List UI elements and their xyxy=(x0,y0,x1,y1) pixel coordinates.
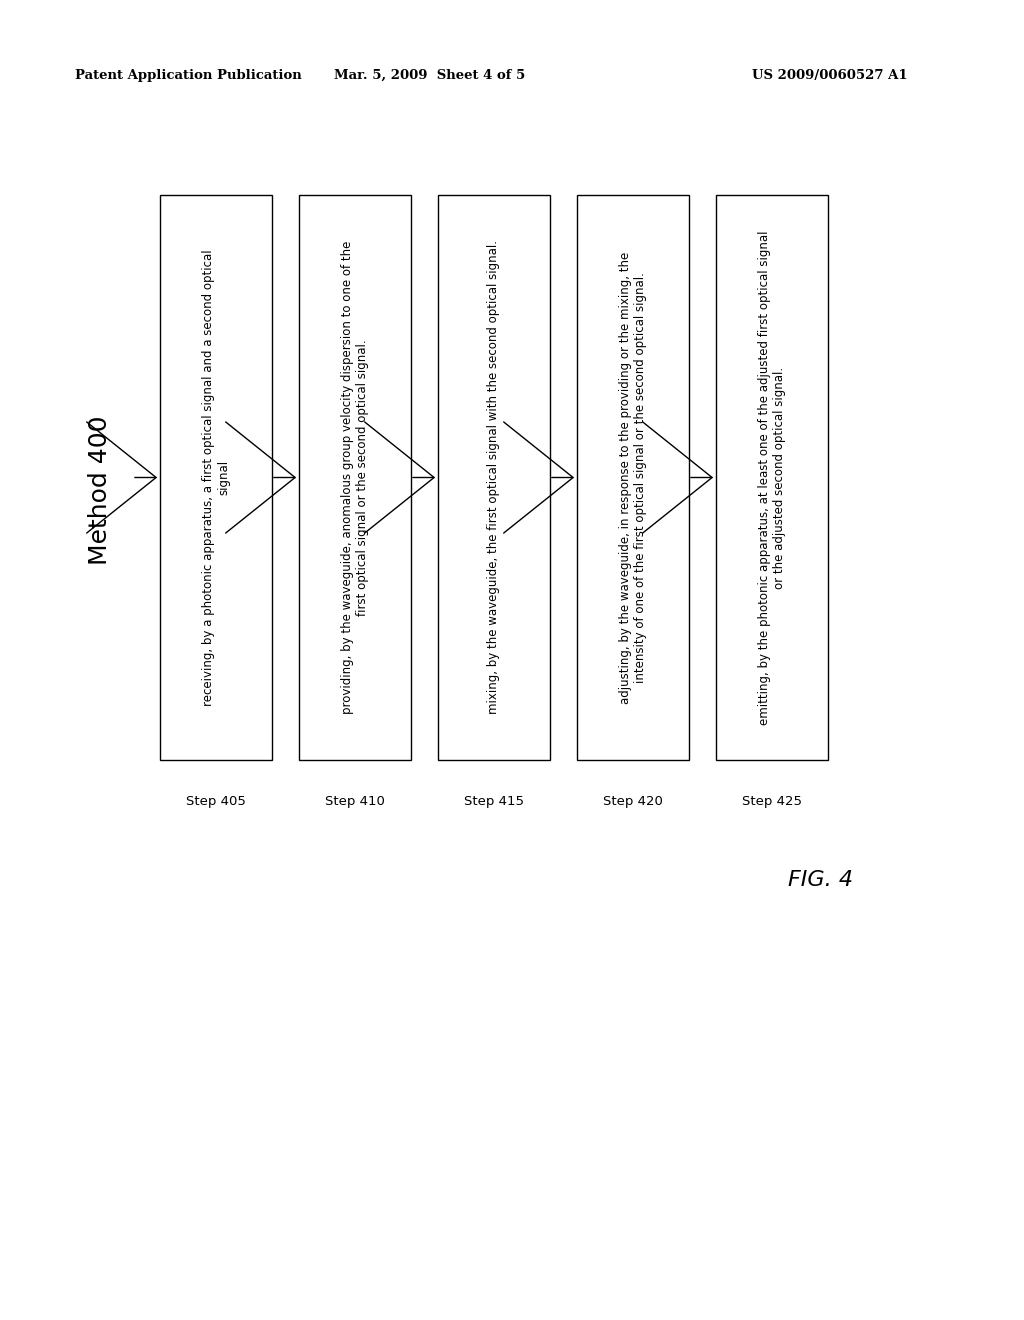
Text: Step 415: Step 415 xyxy=(464,795,524,808)
Text: adjusting, by the waveguide, in response to the providing or the mixing, the
int: adjusting, by the waveguide, in response… xyxy=(618,251,647,704)
Text: providing, by the waveguide, anomalous group velocity dispersion to one of the
f: providing, by the waveguide, anomalous g… xyxy=(341,240,369,714)
Bar xyxy=(160,195,272,760)
Bar xyxy=(716,195,828,760)
Text: FIG. 4: FIG. 4 xyxy=(787,870,853,890)
Text: US 2009/0060527 A1: US 2009/0060527 A1 xyxy=(753,69,908,82)
Text: Mar. 5, 2009  Sheet 4 of 5: Mar. 5, 2009 Sheet 4 of 5 xyxy=(335,69,525,82)
Text: Step 405: Step 405 xyxy=(186,795,246,808)
Text: Step 425: Step 425 xyxy=(742,795,802,808)
Text: mixing, by the waveguide, the first optical signal with the second optical signa: mixing, by the waveguide, the first opti… xyxy=(487,240,501,714)
Bar xyxy=(299,195,411,760)
Bar xyxy=(438,195,550,760)
Text: Step 410: Step 410 xyxy=(325,795,385,808)
Text: Step 420: Step 420 xyxy=(603,795,663,808)
Bar xyxy=(577,195,689,760)
Text: emitting, by the photonic apparatus, at least one of the adjusted first optical : emitting, by the photonic apparatus, at … xyxy=(758,230,786,725)
Text: Patent Application Publication: Patent Application Publication xyxy=(75,69,302,82)
Text: receiving, by a photonic apparatus, a first optical signal and a second optical
: receiving, by a photonic apparatus, a fi… xyxy=(202,249,230,706)
Text: Method 400: Method 400 xyxy=(88,416,112,565)
